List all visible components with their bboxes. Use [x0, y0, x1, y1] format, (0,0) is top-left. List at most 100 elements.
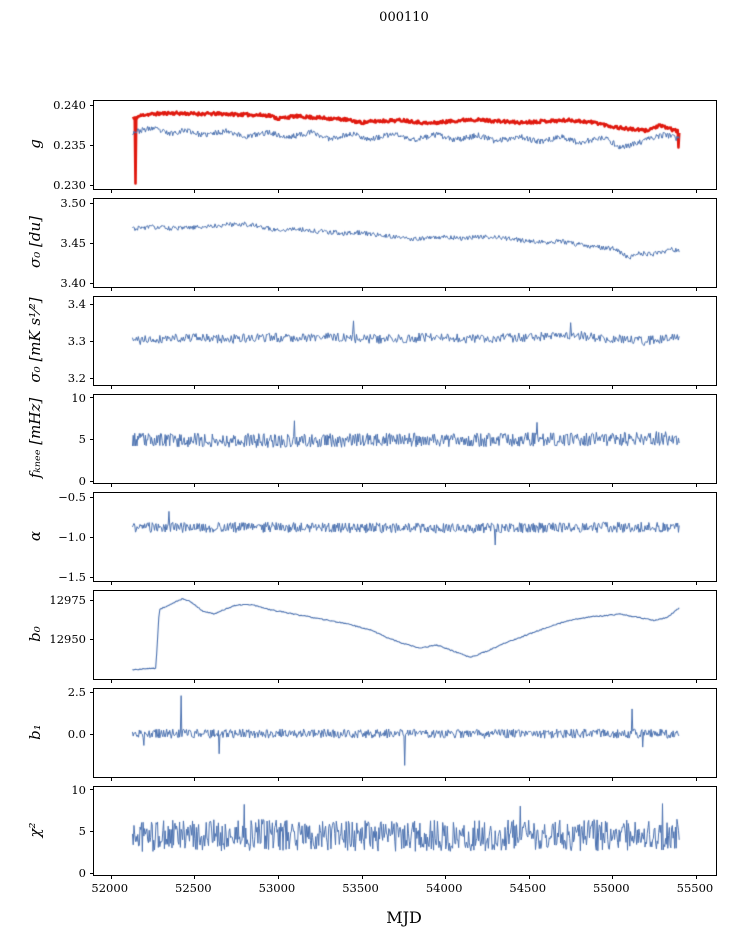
- x-tick-mark: [695, 287, 697, 291]
- y-tick-mark: [90, 480, 94, 482]
- x-tick-mark: [110, 875, 112, 879]
- panel-canvas: [94, 199, 716, 287]
- y-axis-label: σ₀ [mK s¹⁄²]: [26, 297, 44, 383]
- y-tick-label: 12950: [49, 631, 86, 646]
- y-tick-label: 0: [78, 865, 86, 880]
- x-tick-mark: [277, 483, 279, 487]
- x-tick-mark: [528, 189, 530, 193]
- y-tick-mark: [90, 341, 94, 342]
- y-tick-mark: [90, 789, 94, 791]
- y-tick-label: 2.5: [67, 685, 86, 700]
- x-tick-mark: [528, 679, 530, 683]
- panel-canvas: [94, 689, 716, 777]
- x-tick-mark: [528, 875, 530, 879]
- y-tick-label: 3.50: [60, 196, 86, 210]
- panel-canvas: [94, 101, 716, 189]
- x-tick-mark: [361, 777, 363, 781]
- x-tick-mark: [277, 189, 279, 193]
- x-tick-mark: [528, 777, 530, 781]
- y-tick-label: 10: [71, 782, 86, 797]
- x-tick-mark: [695, 581, 697, 585]
- x-tick-mark: [361, 189, 363, 193]
- x-tick-mark: [612, 483, 614, 487]
- y-tick-mark: [90, 537, 94, 538]
- x-tick-mark: [361, 581, 363, 585]
- x-tick-label: 52500: [175, 881, 212, 895]
- x-tick-mark: [695, 679, 697, 683]
- y-tick-mark: [90, 638, 94, 640]
- x-tick-mark: [445, 287, 447, 291]
- y-tick-mark: [90, 203, 94, 204]
- y-tick-mark: [90, 185, 94, 186]
- x-tick-mark: [110, 189, 112, 193]
- y-tick-label: 0.235: [53, 138, 86, 152]
- x-tick-mark: [277, 287, 279, 291]
- x-tick-mark: [361, 875, 363, 879]
- y-tick-mark: [90, 145, 94, 146]
- y-axis-label: b₀: [26, 626, 44, 642]
- x-tick-mark: [361, 679, 363, 683]
- plot-panel-g-corrected: 0.230 0.235 0.240: [53, 98, 717, 193]
- x-tick-mark: [612, 875, 614, 879]
- x-tick-mark: [110, 483, 112, 487]
- plot-panel-chi2: 0 5 10: [71, 783, 717, 880]
- x-tick-mark: [277, 581, 279, 585]
- y-tick-label: 0.240: [53, 98, 86, 112]
- x-tick-mark: [361, 385, 363, 389]
- x-tick-mark: [695, 483, 697, 487]
- x-tick-mark: [445, 875, 447, 879]
- x-tick-mark: [277, 777, 279, 781]
- x-tick-mark: [110, 777, 112, 781]
- y-tick-label: 12975: [49, 593, 86, 608]
- plot-panel-sigma0-mK: 3.2 3.3 3.4: [68, 296, 717, 389]
- panel-canvas: [94, 395, 716, 483]
- plot-panel-sigma0-du: 3.40 3.45 3.50: [60, 196, 717, 291]
- x-tick-label: 55500: [676, 881, 714, 895]
- x-tick-mark: [110, 679, 112, 683]
- y-axis-label: α: [26, 530, 44, 542]
- x-tick-mark: [445, 483, 447, 487]
- x-tick-mark: [528, 483, 530, 487]
- y-tick-mark: [90, 243, 94, 244]
- y-tick-label: 3.45: [60, 236, 86, 250]
- x-tick-label: 55000: [593, 881, 630, 895]
- x-axis-label: MJD: [386, 908, 422, 927]
- x-tick-mark: [612, 189, 614, 193]
- x-tick-mark: [110, 581, 112, 585]
- x-tick-mark: [445, 679, 447, 683]
- x-tick-mark: [695, 189, 697, 193]
- x-tick-mark: [528, 581, 530, 585]
- x-tick-mark: [194, 777, 196, 781]
- x-tick-mark: [695, 385, 697, 389]
- y-tick-mark: [90, 577, 94, 578]
- x-tick-mark: [194, 385, 196, 389]
- x-tick-label: 54500: [509, 881, 547, 895]
- y-tick-mark: [90, 497, 94, 498]
- x-tick-mark: [277, 679, 279, 683]
- x-tick-mark: [277, 385, 279, 389]
- x-tick-mark: [695, 875, 697, 879]
- y-tick-mark: [90, 831, 94, 832]
- y-tick-label: 0: [78, 473, 86, 488]
- x-tick-mark: [194, 287, 196, 291]
- y-tick-mark: [90, 283, 94, 284]
- y-axis-label: g: [26, 139, 44, 149]
- plot-panel-f-knee: 0 5 10: [71, 391, 717, 488]
- x-tick-mark: [612, 581, 614, 585]
- x-tick-label: 53500: [342, 881, 379, 895]
- y-tick-label: −1.0: [58, 530, 86, 544]
- y-tick-mark: [90, 377, 94, 379]
- x-tick-label: 53000: [258, 881, 296, 895]
- y-tick-label: 3.2: [67, 370, 86, 385]
- x-tick-mark: [445, 189, 447, 193]
- x-tick-mark: [612, 679, 614, 683]
- panel-canvas: [94, 493, 716, 581]
- x-tick-label: 52000: [91, 881, 129, 895]
- y-tick-label: 0.0: [67, 726, 86, 741]
- x-tick-mark: [612, 385, 614, 389]
- x-tick-mark: [361, 287, 363, 291]
- y-tick-label: −1.5: [58, 570, 86, 584]
- y-tick-mark: [90, 304, 94, 306]
- plot-panel-b0: 12950 12975: [49, 590, 717, 683]
- x-tick-mark: [445, 385, 447, 389]
